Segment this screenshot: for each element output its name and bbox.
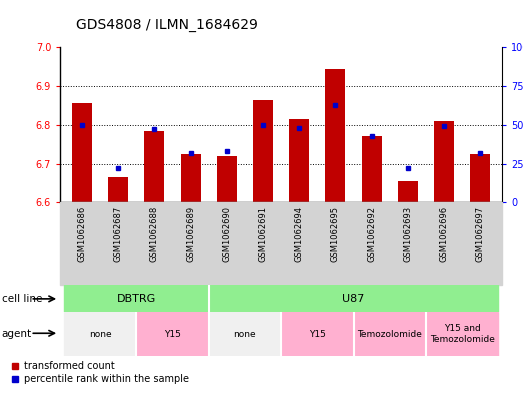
Text: none: none — [234, 330, 256, 338]
Bar — [470, 154, 490, 202]
Bar — [144, 130, 164, 202]
Bar — [108, 177, 128, 202]
Text: Y15 and
Temozolomide: Y15 and Temozolomide — [430, 324, 495, 344]
Bar — [64, 312, 136, 356]
Text: GSM1062686: GSM1062686 — [77, 206, 86, 262]
Text: Y15: Y15 — [164, 330, 181, 338]
Bar — [398, 181, 418, 202]
Text: GDS4808 / ILMN_1684629: GDS4808 / ILMN_1684629 — [76, 18, 258, 32]
Bar — [217, 156, 237, 202]
Text: GSM1062688: GSM1062688 — [150, 206, 159, 262]
Text: GSM1062690: GSM1062690 — [222, 206, 231, 262]
Bar — [209, 285, 498, 312]
Bar — [434, 121, 454, 202]
Bar — [209, 312, 281, 356]
Bar — [64, 285, 209, 312]
Bar — [60, 202, 502, 285]
Bar — [325, 68, 345, 202]
Text: Temozolomide: Temozolomide — [357, 330, 422, 338]
Legend: transformed count, percentile rank within the sample: transformed count, percentile rank withi… — [7, 358, 193, 388]
Bar — [362, 136, 382, 202]
Text: GSM1062695: GSM1062695 — [331, 206, 340, 262]
Text: GSM1062691: GSM1062691 — [258, 206, 267, 262]
Text: U87: U87 — [343, 294, 365, 304]
Bar — [136, 312, 209, 356]
Bar — [72, 103, 92, 202]
Bar — [354, 312, 426, 356]
Bar — [180, 154, 200, 202]
Bar — [289, 119, 309, 202]
Text: GSM1062692: GSM1062692 — [367, 206, 376, 262]
Text: GSM1062693: GSM1062693 — [403, 206, 413, 262]
Text: none: none — [89, 330, 111, 338]
Text: Y15: Y15 — [309, 330, 326, 338]
Text: GSM1062696: GSM1062696 — [440, 206, 449, 262]
Bar — [426, 312, 498, 356]
Bar — [253, 99, 273, 202]
Text: DBTRG: DBTRG — [117, 294, 156, 304]
Bar — [281, 312, 354, 356]
Text: GSM1062689: GSM1062689 — [186, 206, 195, 262]
Text: agent: agent — [2, 329, 32, 339]
Text: GSM1062694: GSM1062694 — [295, 206, 304, 262]
Text: GSM1062697: GSM1062697 — [476, 206, 485, 262]
Text: cell line: cell line — [2, 294, 42, 304]
Text: GSM1062687: GSM1062687 — [113, 206, 122, 262]
